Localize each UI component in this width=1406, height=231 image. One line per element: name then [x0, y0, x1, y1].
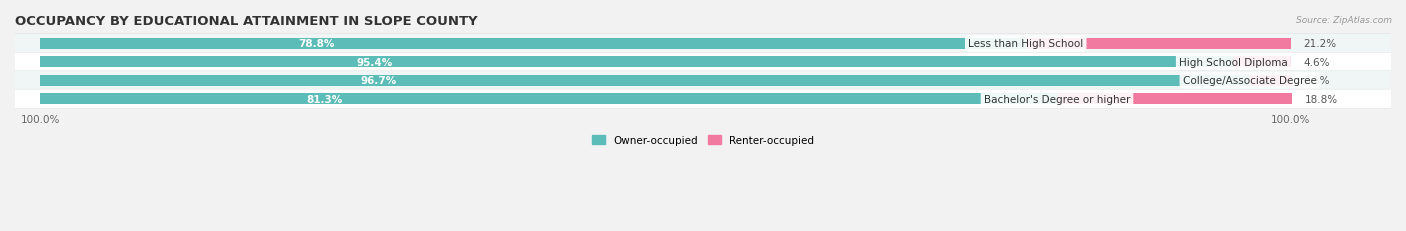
Bar [39, 94, 1057, 105]
Bar [1026, 39, 1291, 49]
Text: 18.8%: 18.8% [1305, 94, 1339, 104]
Text: OCCUPANCY BY EDUCATIONAL ATTAINMENT IN SLOPE COUNTY: OCCUPANCY BY EDUCATIONAL ATTAINMENT IN S… [15, 15, 478, 28]
Text: 81.3%: 81.3% [307, 94, 343, 104]
Text: 78.8%: 78.8% [298, 39, 335, 49]
FancyBboxPatch shape [14, 71, 1392, 91]
Legend: Owner-occupied, Renter-occupied: Owner-occupied, Renter-occupied [592, 135, 814, 145]
Text: 95.4%: 95.4% [356, 58, 392, 67]
Text: Less than High School: Less than High School [969, 39, 1084, 49]
Bar [1057, 94, 1292, 105]
Text: 96.7%: 96.7% [360, 76, 396, 86]
Bar [39, 76, 1250, 86]
Text: 4.6%: 4.6% [1303, 58, 1330, 67]
Bar [39, 39, 1026, 49]
Text: College/Associate Degree: College/Associate Degree [1182, 76, 1316, 86]
Text: Bachelor's Degree or higher: Bachelor's Degree or higher [984, 94, 1130, 104]
Bar [1233, 57, 1291, 68]
FancyBboxPatch shape [14, 35, 1392, 54]
Text: 21.2%: 21.2% [1303, 39, 1337, 49]
FancyBboxPatch shape [14, 53, 1392, 72]
Bar [39, 57, 1233, 68]
Bar [1250, 76, 1291, 86]
Text: High School Diploma: High School Diploma [1180, 58, 1288, 67]
Text: 3.3%: 3.3% [1303, 76, 1330, 86]
FancyBboxPatch shape [14, 90, 1392, 109]
Text: Source: ZipAtlas.com: Source: ZipAtlas.com [1296, 16, 1392, 25]
